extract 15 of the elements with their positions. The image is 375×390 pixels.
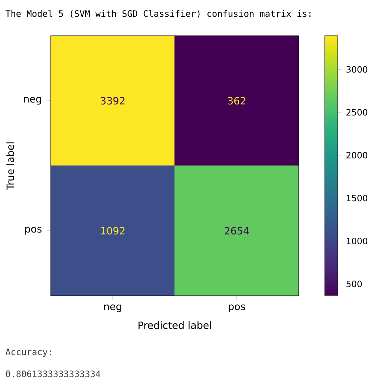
chart-title: The Model 5 (SVM with SGD Classifier) confusion matrix is: — [6, 10, 311, 18]
x-axis-title: Predicted label — [138, 322, 212, 330]
color-bar-label: 2500 — [346, 109, 368, 116]
data-label: 362 — [228, 97, 246, 105]
color-bar-label: 3000 — [346, 66, 368, 73]
text: Accuracy: — [6, 348, 52, 358]
data-label: 3392 — [101, 97, 125, 105]
color-bar-label: 1000 — [347, 238, 368, 245]
text: 0.8061333333333334 — [6, 370, 101, 378]
y-axis-title: True label — [6, 142, 14, 190]
color-bar-label: 2000 — [346, 152, 368, 159]
color-bar-label: 500 — [346, 280, 362, 288]
data-label: 2654 — [225, 227, 250, 235]
data-label: 1092 — [101, 227, 125, 235]
color-bar-label: 1500 — [347, 195, 368, 202]
